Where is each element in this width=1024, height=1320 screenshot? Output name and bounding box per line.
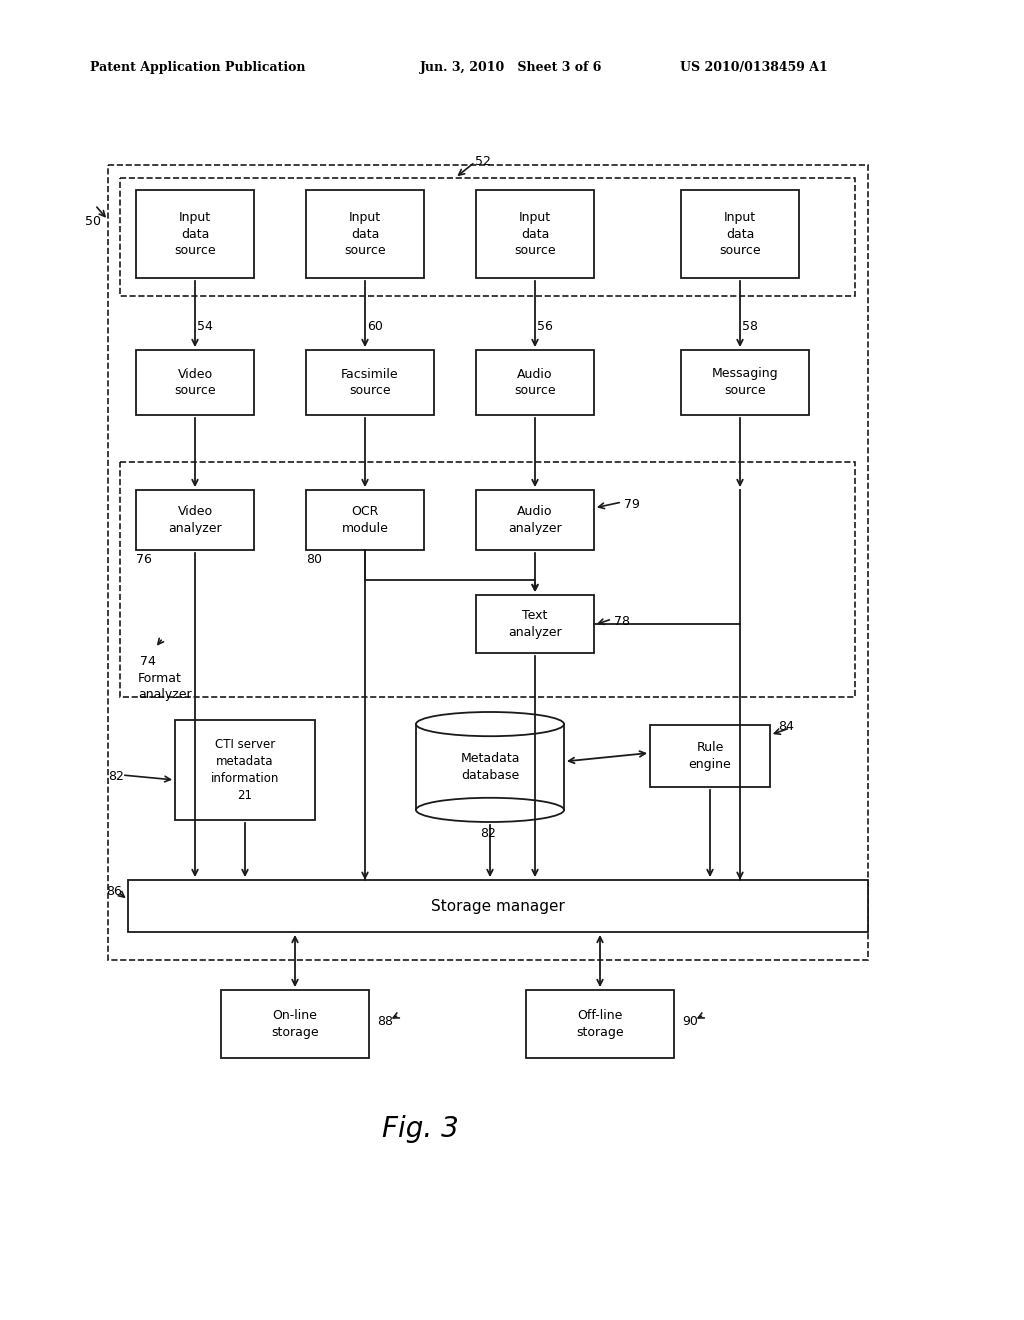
Text: 58: 58 [742,319,758,333]
Text: 54: 54 [197,319,213,333]
Bar [120,178,855,296]
Text: 80: 80 [306,553,322,566]
Bar [476,190,594,279]
Text: CTI server
metadata
information
21: CTI server metadata information 21 [211,738,280,803]
Text: Input
data
source: Input data source [344,210,386,257]
Text: 86: 86 [106,884,122,898]
Ellipse shape [416,711,564,737]
Text: 90: 90 [682,1015,698,1028]
Bar [120,462,855,697]
Bar [476,350,594,414]
Text: 74: 74 [140,655,156,668]
Bar [476,595,594,653]
Text: Jun. 3, 2010   Sheet 3 of 6: Jun. 3, 2010 Sheet 3 of 6 [420,62,602,74]
Text: 82: 82 [108,770,124,783]
Text: Facsimile
source: Facsimile source [341,367,398,397]
Text: On-line
storage: On-line storage [271,1008,318,1039]
Bar [650,725,770,787]
Text: Audio
analyzer: Audio analyzer [508,506,562,535]
Bar [306,350,434,414]
Text: 56: 56 [537,319,553,333]
Text: Patent Application Publication: Patent Application Publication [90,62,305,74]
Bar [306,190,424,279]
Text: Fig. 3: Fig. 3 [382,1115,459,1143]
Bar [306,490,424,550]
Text: Storage manager: Storage manager [431,899,565,913]
Text: Metadata
database: Metadata database [460,752,520,781]
Text: 76: 76 [136,553,152,566]
Text: Input
data
source: Input data source [174,210,216,257]
Text: Off-line
storage: Off-line storage [577,1008,624,1039]
Bar [476,490,594,550]
Text: Rule
engine: Rule engine [688,741,731,771]
Text: 50: 50 [85,215,101,228]
Text: 84: 84 [778,719,794,733]
Text: Input
data
source: Input data source [719,210,761,257]
Text: Text
analyzer: Text analyzer [508,609,562,639]
Bar [526,990,674,1059]
Bar [136,350,254,414]
Ellipse shape [416,797,564,822]
Bar [175,719,315,820]
Text: US 2010/0138459 A1: US 2010/0138459 A1 [680,62,827,74]
Bar [136,190,254,279]
Text: Format
analyzer: Format analyzer [138,672,191,701]
Text: Video
analyzer: Video analyzer [168,506,222,535]
Text: Video
source: Video source [174,367,216,397]
Text: 52: 52 [475,154,490,168]
Text: 60: 60 [367,319,383,333]
Text: 82: 82 [480,828,496,840]
Bar [128,880,868,932]
Bar [681,190,799,279]
Text: Audio
source: Audio source [514,367,556,397]
Text: 78: 78 [614,615,630,628]
Text: 88: 88 [377,1015,393,1028]
Bar [136,490,254,550]
Bar [221,990,369,1059]
Bar [681,350,809,414]
Bar [416,725,564,810]
Text: Input
data
source: Input data source [514,210,556,257]
Text: Messaging
source: Messaging source [712,367,778,397]
Text: 79: 79 [624,498,640,511]
Bar [108,165,868,960]
Text: OCR
module: OCR module [342,506,388,535]
